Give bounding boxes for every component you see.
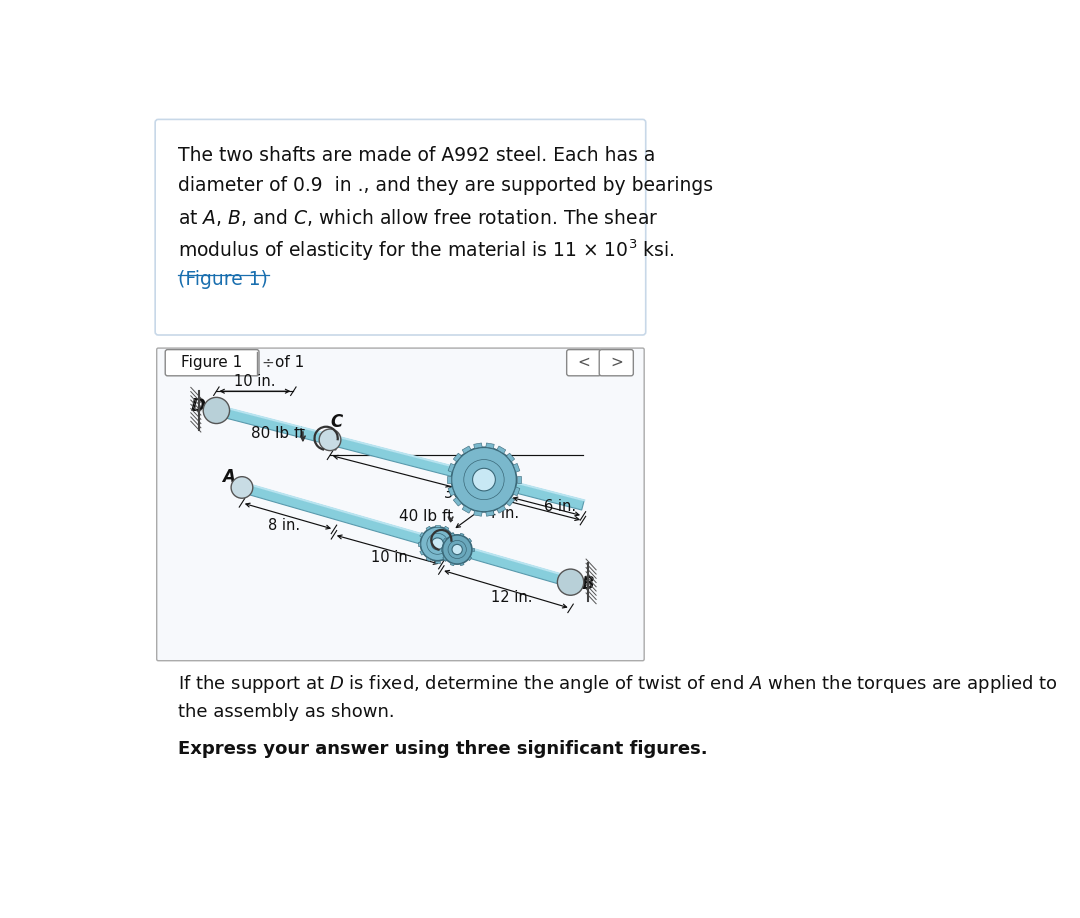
Text: Figure 1: Figure 1 [181,355,242,370]
Polygon shape [448,464,455,472]
Circle shape [203,397,230,423]
Ellipse shape [453,544,462,554]
Ellipse shape [443,535,472,565]
Circle shape [231,476,253,498]
Text: 8 in.: 8 in. [268,518,300,532]
Text: 12 in.: 12 in. [491,590,532,605]
Polygon shape [497,446,505,453]
Text: 40 lb ft: 40 lb ft [399,509,453,524]
Polygon shape [474,510,482,516]
Polygon shape [474,443,482,448]
Polygon shape [427,526,431,531]
Text: the assembly as shown.: the assembly as shown. [177,703,394,721]
Polygon shape [241,483,572,587]
Polygon shape [441,548,443,551]
Text: 80 lb ft: 80 lb ft [251,426,306,442]
Text: <: < [578,355,590,370]
Text: If the support at $D$ is fixed, determine the angle of twist of end $A$ when the: If the support at $D$ is fixed, determin… [177,673,1057,695]
Text: modulus of elasticity for the material is 11 × 10$^3$ ksi.: modulus of elasticity for the material i… [177,238,674,263]
Text: B: B [582,576,595,593]
Text: at $A$, $B$, and $C$, which allow free rotation. The shear: at $A$, $B$, and $C$, which allow free r… [177,207,658,229]
Text: 30 in.: 30 in. [444,487,485,501]
Polygon shape [447,476,451,484]
FancyBboxPatch shape [567,350,600,375]
Polygon shape [486,510,495,516]
Polygon shape [486,443,495,448]
Ellipse shape [451,447,516,512]
Polygon shape [513,464,519,472]
FancyBboxPatch shape [157,348,644,661]
Text: ÷: ÷ [261,355,274,370]
Text: The two shafts are made of A992 steel. Each has a: The two shafts are made of A992 steel. E… [177,146,654,164]
Polygon shape [497,506,505,513]
Polygon shape [215,406,584,510]
Polygon shape [448,487,455,496]
FancyBboxPatch shape [165,350,259,375]
Polygon shape [444,557,449,562]
Polygon shape [420,532,423,537]
Text: 10 in.: 10 in. [234,374,275,389]
Polygon shape [435,525,440,527]
Polygon shape [507,453,515,462]
Polygon shape [443,556,446,561]
Polygon shape [468,538,472,543]
Text: A: A [222,468,235,487]
Text: (Figure 1): (Figure 1) [177,270,268,289]
Text: 4 in.: 4 in. [487,506,519,521]
Polygon shape [460,563,464,565]
Text: C: C [330,413,342,431]
Ellipse shape [420,527,455,561]
Polygon shape [454,453,461,462]
Polygon shape [468,556,472,561]
Text: 6 in.: 6 in. [544,498,577,514]
Ellipse shape [432,538,444,550]
Polygon shape [427,557,431,562]
Polygon shape [507,498,515,506]
Polygon shape [435,561,440,563]
Polygon shape [451,551,455,555]
Polygon shape [418,542,420,546]
Circle shape [557,569,583,595]
Text: diameter of 0.9  in ., and they are supported by bearings: diameter of 0.9 in ., and they are suppo… [177,176,713,196]
Polygon shape [513,487,519,496]
Polygon shape [420,551,423,555]
Polygon shape [454,498,461,506]
Polygon shape [444,526,449,531]
Polygon shape [450,563,455,565]
Circle shape [320,429,341,451]
Polygon shape [472,548,474,551]
FancyBboxPatch shape [156,119,646,335]
Text: D: D [190,397,205,415]
Polygon shape [462,446,471,453]
Polygon shape [443,538,446,543]
Text: Express your answer using three significant figures.: Express your answer using three signific… [177,740,707,758]
Polygon shape [462,506,471,513]
Polygon shape [516,476,521,484]
Text: >: > [610,355,623,370]
Text: 10 in.: 10 in. [370,551,413,565]
Polygon shape [455,542,457,546]
Polygon shape [460,533,464,536]
Ellipse shape [473,468,496,491]
Polygon shape [451,532,455,537]
Text: of 1: of 1 [275,355,305,370]
Polygon shape [450,533,455,536]
FancyBboxPatch shape [599,350,633,375]
